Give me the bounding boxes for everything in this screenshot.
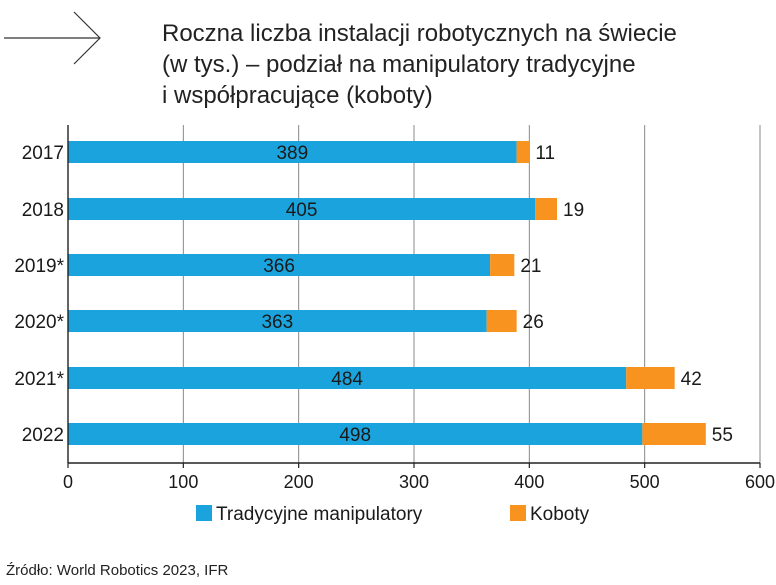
data-label: 21 <box>520 256 541 277</box>
legend-label: Tradycyjne manipulatory <box>216 504 423 525</box>
category-label: 2022 <box>22 425 64 446</box>
data-label: 405 <box>286 200 318 221</box>
chart-title: Roczna liczba instalacji robotycznych na… <box>162 18 762 111</box>
data-label: 484 <box>331 369 363 390</box>
bar-cobots <box>626 367 675 389</box>
data-label: 366 <box>263 256 295 277</box>
x-tick-label: 400 <box>514 472 544 492</box>
x-tick-label: 100 <box>168 472 198 492</box>
category-label: 2020* <box>14 312 64 333</box>
source-note: Źródło: World Robotics 2023, IFR <box>6 562 229 579</box>
data-label: 363 <box>261 312 293 333</box>
category-label: 2019* <box>14 256 64 277</box>
legend-swatch <box>196 505 212 521</box>
bar-cobots <box>535 198 558 220</box>
x-tick-label: 200 <box>284 472 314 492</box>
x-tick-label: 500 <box>630 472 660 492</box>
data-label: 42 <box>681 369 702 390</box>
x-tick-label: 300 <box>399 472 429 492</box>
bar-traditional <box>68 310 487 332</box>
data-label: 55 <box>712 425 733 446</box>
bar-traditional <box>68 254 491 276</box>
data-label: 26 <box>523 312 544 333</box>
data-label: 11 <box>535 143 555 164</box>
data-label: 389 <box>276 143 308 164</box>
x-tick-label: 600 <box>745 472 775 492</box>
category-label: 2017 <box>22 143 64 164</box>
bar-cobots <box>486 310 517 332</box>
bar-traditional <box>68 423 643 445</box>
bar-traditional <box>68 367 627 389</box>
chart-title-line: (w tys.) – podział na manipulatory trady… <box>162 51 636 78</box>
bar-cobots <box>490 254 515 276</box>
x-tick-label: 0 <box>63 472 73 492</box>
bar-cobots <box>516 141 530 163</box>
bar-cobots <box>642 423 706 445</box>
category-label: 2021* <box>14 369 64 390</box>
bar-traditional <box>68 198 536 220</box>
data-label: 19 <box>563 200 584 221</box>
bar-traditional <box>68 141 517 163</box>
data-label: 498 <box>339 425 371 446</box>
legend-swatch <box>510 505 526 521</box>
chart-title-line: Roczna liczba instalacji robotycznych na… <box>162 20 677 47</box>
arrow-icon <box>4 11 101 65</box>
category-label: 2018 <box>22 200 64 221</box>
chart-title-line: i współpracujące (koboty) <box>162 82 433 109</box>
legend-label: Koboty <box>530 504 590 525</box>
